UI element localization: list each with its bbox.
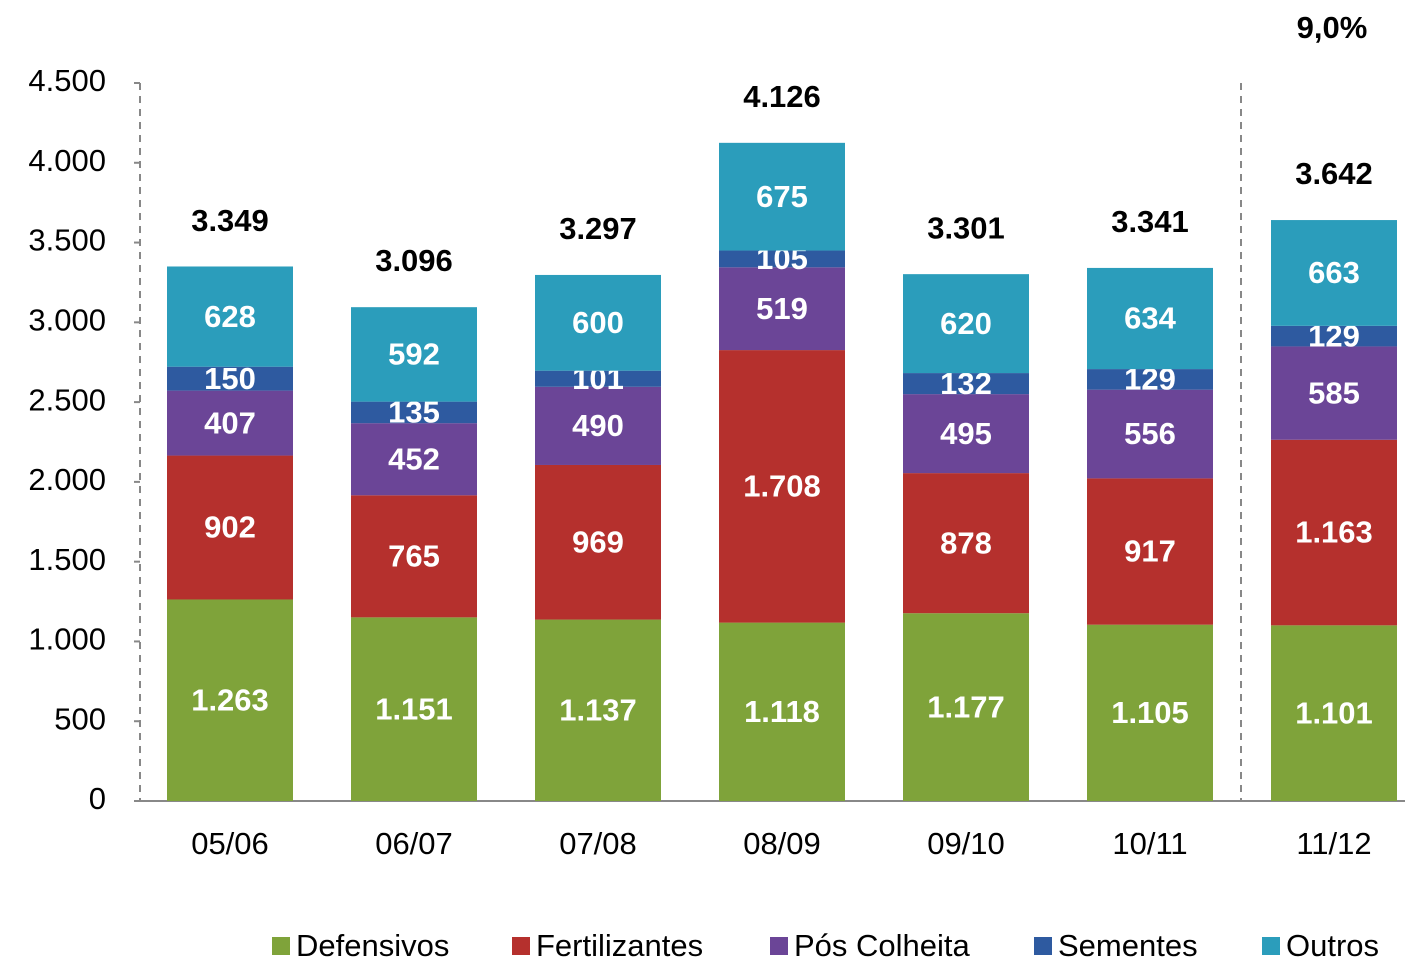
- bar-segment: [1087, 389, 1213, 479]
- y-tick-label: 0: [89, 781, 106, 816]
- value-label: 1.105: [1111, 695, 1189, 730]
- y-tick-label: 3.500: [28, 223, 106, 258]
- bar-segment: [351, 495, 477, 618]
- value-label: 969: [572, 524, 624, 559]
- y-tick-label: 500: [54, 701, 106, 736]
- bar-segment: [535, 274, 661, 371]
- bar-segment: [351, 617, 477, 801]
- x-tick-label: 09/10: [927, 826, 1005, 861]
- value-label: 519: [756, 291, 808, 326]
- bar-segment: [1271, 220, 1397, 326]
- y-tick-label: 2.500: [28, 382, 106, 417]
- x-tick-label: 05/06: [191, 826, 269, 861]
- legend-swatch: [770, 937, 788, 955]
- bar-segment: [535, 464, 661, 620]
- bar-segment: [535, 386, 661, 465]
- total-label: 3.341: [1111, 204, 1189, 239]
- y-tick-label: 4.000: [28, 143, 106, 178]
- value-label: 1.177: [927, 689, 1005, 724]
- value-label: 663: [1308, 255, 1360, 290]
- value-label: 878: [940, 525, 992, 560]
- legend-swatch: [1034, 937, 1052, 955]
- annotation: 9,0%: [1297, 10, 1368, 45]
- bar-segment: [903, 373, 1029, 395]
- value-label: 1.118: [744, 694, 820, 729]
- y-tick-label: 1.000: [28, 622, 106, 657]
- legend-label: Outros: [1286, 928, 1379, 963]
- x-tick-label: 08/09: [743, 826, 821, 861]
- bar-segment: [719, 250, 845, 268]
- legend-swatch: [1262, 937, 1280, 955]
- x-tick-label: 06/07: [375, 826, 453, 861]
- legend-swatch: [272, 937, 290, 955]
- bar-segment: [351, 401, 477, 424]
- value-label: 407: [204, 405, 256, 440]
- bar-segment: [719, 622, 845, 801]
- bar-segment: [719, 142, 845, 251]
- bar-segment: [167, 390, 293, 456]
- y-tick-label: 4.500: [28, 63, 106, 98]
- bar-segment: [167, 266, 293, 367]
- value-label: 1.151: [375, 691, 453, 726]
- bar-segment: [1271, 325, 1397, 347]
- legend-label: Fertilizantes: [536, 928, 703, 963]
- bar-segment: [903, 274, 1029, 374]
- bar-segment: [167, 455, 293, 600]
- bar-segment: [167, 599, 293, 801]
- bar-segment: [903, 613, 1029, 801]
- y-tick-label: 1.500: [28, 542, 106, 577]
- value-label: 1.163: [1295, 515, 1373, 550]
- bar-segment: [351, 423, 477, 496]
- bar-segment: [719, 267, 845, 351]
- value-label: 917: [1124, 534, 1176, 569]
- bar-segment: [1087, 624, 1213, 801]
- value-label: 585: [1308, 375, 1360, 410]
- value-label: 1.137: [559, 692, 637, 727]
- value-label: 490: [572, 408, 624, 443]
- bar-segment: [1271, 346, 1397, 440]
- total-label: 3.642: [1295, 156, 1373, 191]
- y-tick-label: 2.000: [28, 462, 106, 497]
- total-label: 3.297: [559, 211, 637, 246]
- value-label: 1.101: [1295, 695, 1373, 730]
- bar-segment: [1087, 478, 1213, 625]
- bar-segment: [903, 473, 1029, 614]
- y-tick-label: 3.000: [28, 303, 106, 338]
- legend-label: Pós Colheita: [794, 928, 971, 963]
- value-label: 600: [572, 305, 624, 340]
- legend-swatch: [512, 937, 530, 955]
- total-label: 3.301: [927, 210, 1005, 245]
- total-label: 3.096: [375, 243, 453, 278]
- value-label: 765: [388, 539, 440, 574]
- x-tick-label: 10/11: [1112, 826, 1187, 861]
- total-label: 3.349: [191, 203, 269, 238]
- bar-segment: [1087, 267, 1213, 370]
- value-label: 620: [940, 306, 992, 341]
- value-label: 495: [940, 416, 992, 451]
- value-label: 1.708: [743, 469, 821, 504]
- value-label: 675: [756, 179, 808, 214]
- bar-segment: [903, 394, 1029, 474]
- bar-segment: [719, 350, 845, 623]
- bar-segment: [1271, 625, 1397, 801]
- value-label: 592: [388, 337, 440, 372]
- bar-segment: [1271, 439, 1397, 626]
- x-tick-label: 11/12: [1296, 826, 1371, 861]
- bar-segment: [535, 370, 661, 387]
- bar-segment: [351, 307, 477, 402]
- value-label: 634: [1124, 301, 1176, 336]
- value-label: 628: [204, 299, 256, 334]
- total-label: 4.126: [743, 79, 821, 114]
- value-label: 1.263: [191, 682, 269, 717]
- value-label: 902: [204, 510, 256, 545]
- bar-segment: [535, 619, 661, 801]
- value-label: 556: [1124, 416, 1176, 451]
- value-label: 452: [388, 441, 440, 476]
- legend-label: Defensivos: [296, 928, 449, 963]
- bar-segment: [1087, 369, 1213, 390]
- legend-label: Sementes: [1058, 928, 1198, 963]
- x-tick-label: 07/08: [559, 826, 637, 861]
- bar-segment: [167, 366, 293, 391]
